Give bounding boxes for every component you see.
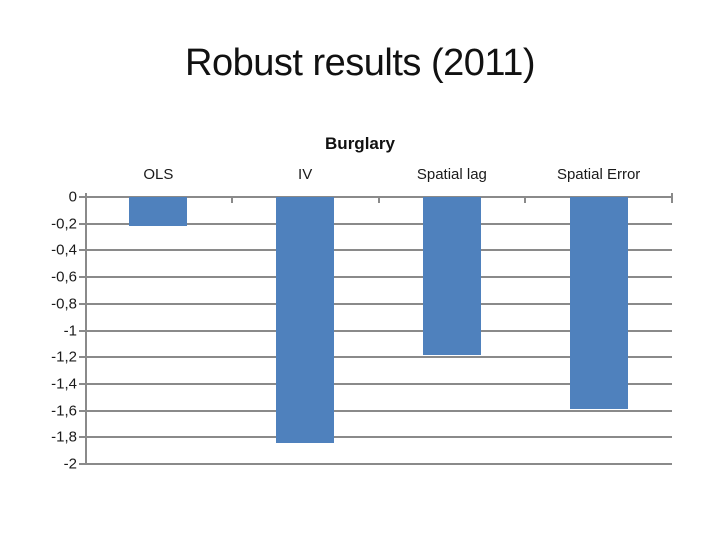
gridline xyxy=(79,196,672,198)
y-tick-label: -0,6 xyxy=(51,268,77,286)
gridline xyxy=(79,356,672,358)
gridline xyxy=(79,303,672,305)
category-axis-tick xyxy=(671,193,673,203)
bar-spatial-lag xyxy=(423,197,481,355)
y-tick-label: -1 xyxy=(63,322,77,340)
gridline xyxy=(79,330,672,332)
category-label-iv: IV xyxy=(298,166,313,183)
page-title: Robust results (2011) xyxy=(185,42,535,84)
y-tick-label: -2 xyxy=(63,455,77,473)
gridline xyxy=(79,249,672,251)
y-axis-line xyxy=(85,193,87,465)
gridline xyxy=(79,223,672,225)
plot-area: 0 -0,2 -0,4 -0,6 -0,8 -1 -1,2 -1,4 -1,6 -1,8 -2 xyxy=(51,189,673,473)
gridline xyxy=(79,383,672,385)
burglary-bar-chart: Burglary OLS IV Spatial lag Spatial Error 0… xyxy=(0,128,720,488)
chart-title: Burglary xyxy=(325,134,395,153)
category-label-spatial-lag: Spatial lag xyxy=(416,166,487,183)
bar-spatial-error xyxy=(570,197,628,409)
gridline xyxy=(79,276,672,278)
gridline xyxy=(79,410,672,412)
category-axis-tick xyxy=(231,197,233,203)
y-tick-label: 0 xyxy=(68,188,77,206)
y-tick-label: -0,8 xyxy=(51,295,77,313)
bar-iv xyxy=(276,197,334,443)
y-tick-label: -0,4 xyxy=(51,241,77,259)
y-tick-label: -1,2 xyxy=(51,348,77,366)
category-label-ols: OLS xyxy=(143,166,174,183)
category-axis-tick xyxy=(378,197,380,203)
gridline xyxy=(79,436,672,438)
y-tick-label: -1,4 xyxy=(51,375,77,393)
gridline xyxy=(79,463,672,465)
category-label-spatial-error: Spatial Error xyxy=(556,166,641,183)
y-tick-label: -0,2 xyxy=(51,215,77,233)
y-tick-label: -1,6 xyxy=(51,402,77,420)
y-tick-label: -1,8 xyxy=(51,428,77,446)
bar-ols xyxy=(129,197,187,226)
category-axis-tick xyxy=(524,197,526,203)
